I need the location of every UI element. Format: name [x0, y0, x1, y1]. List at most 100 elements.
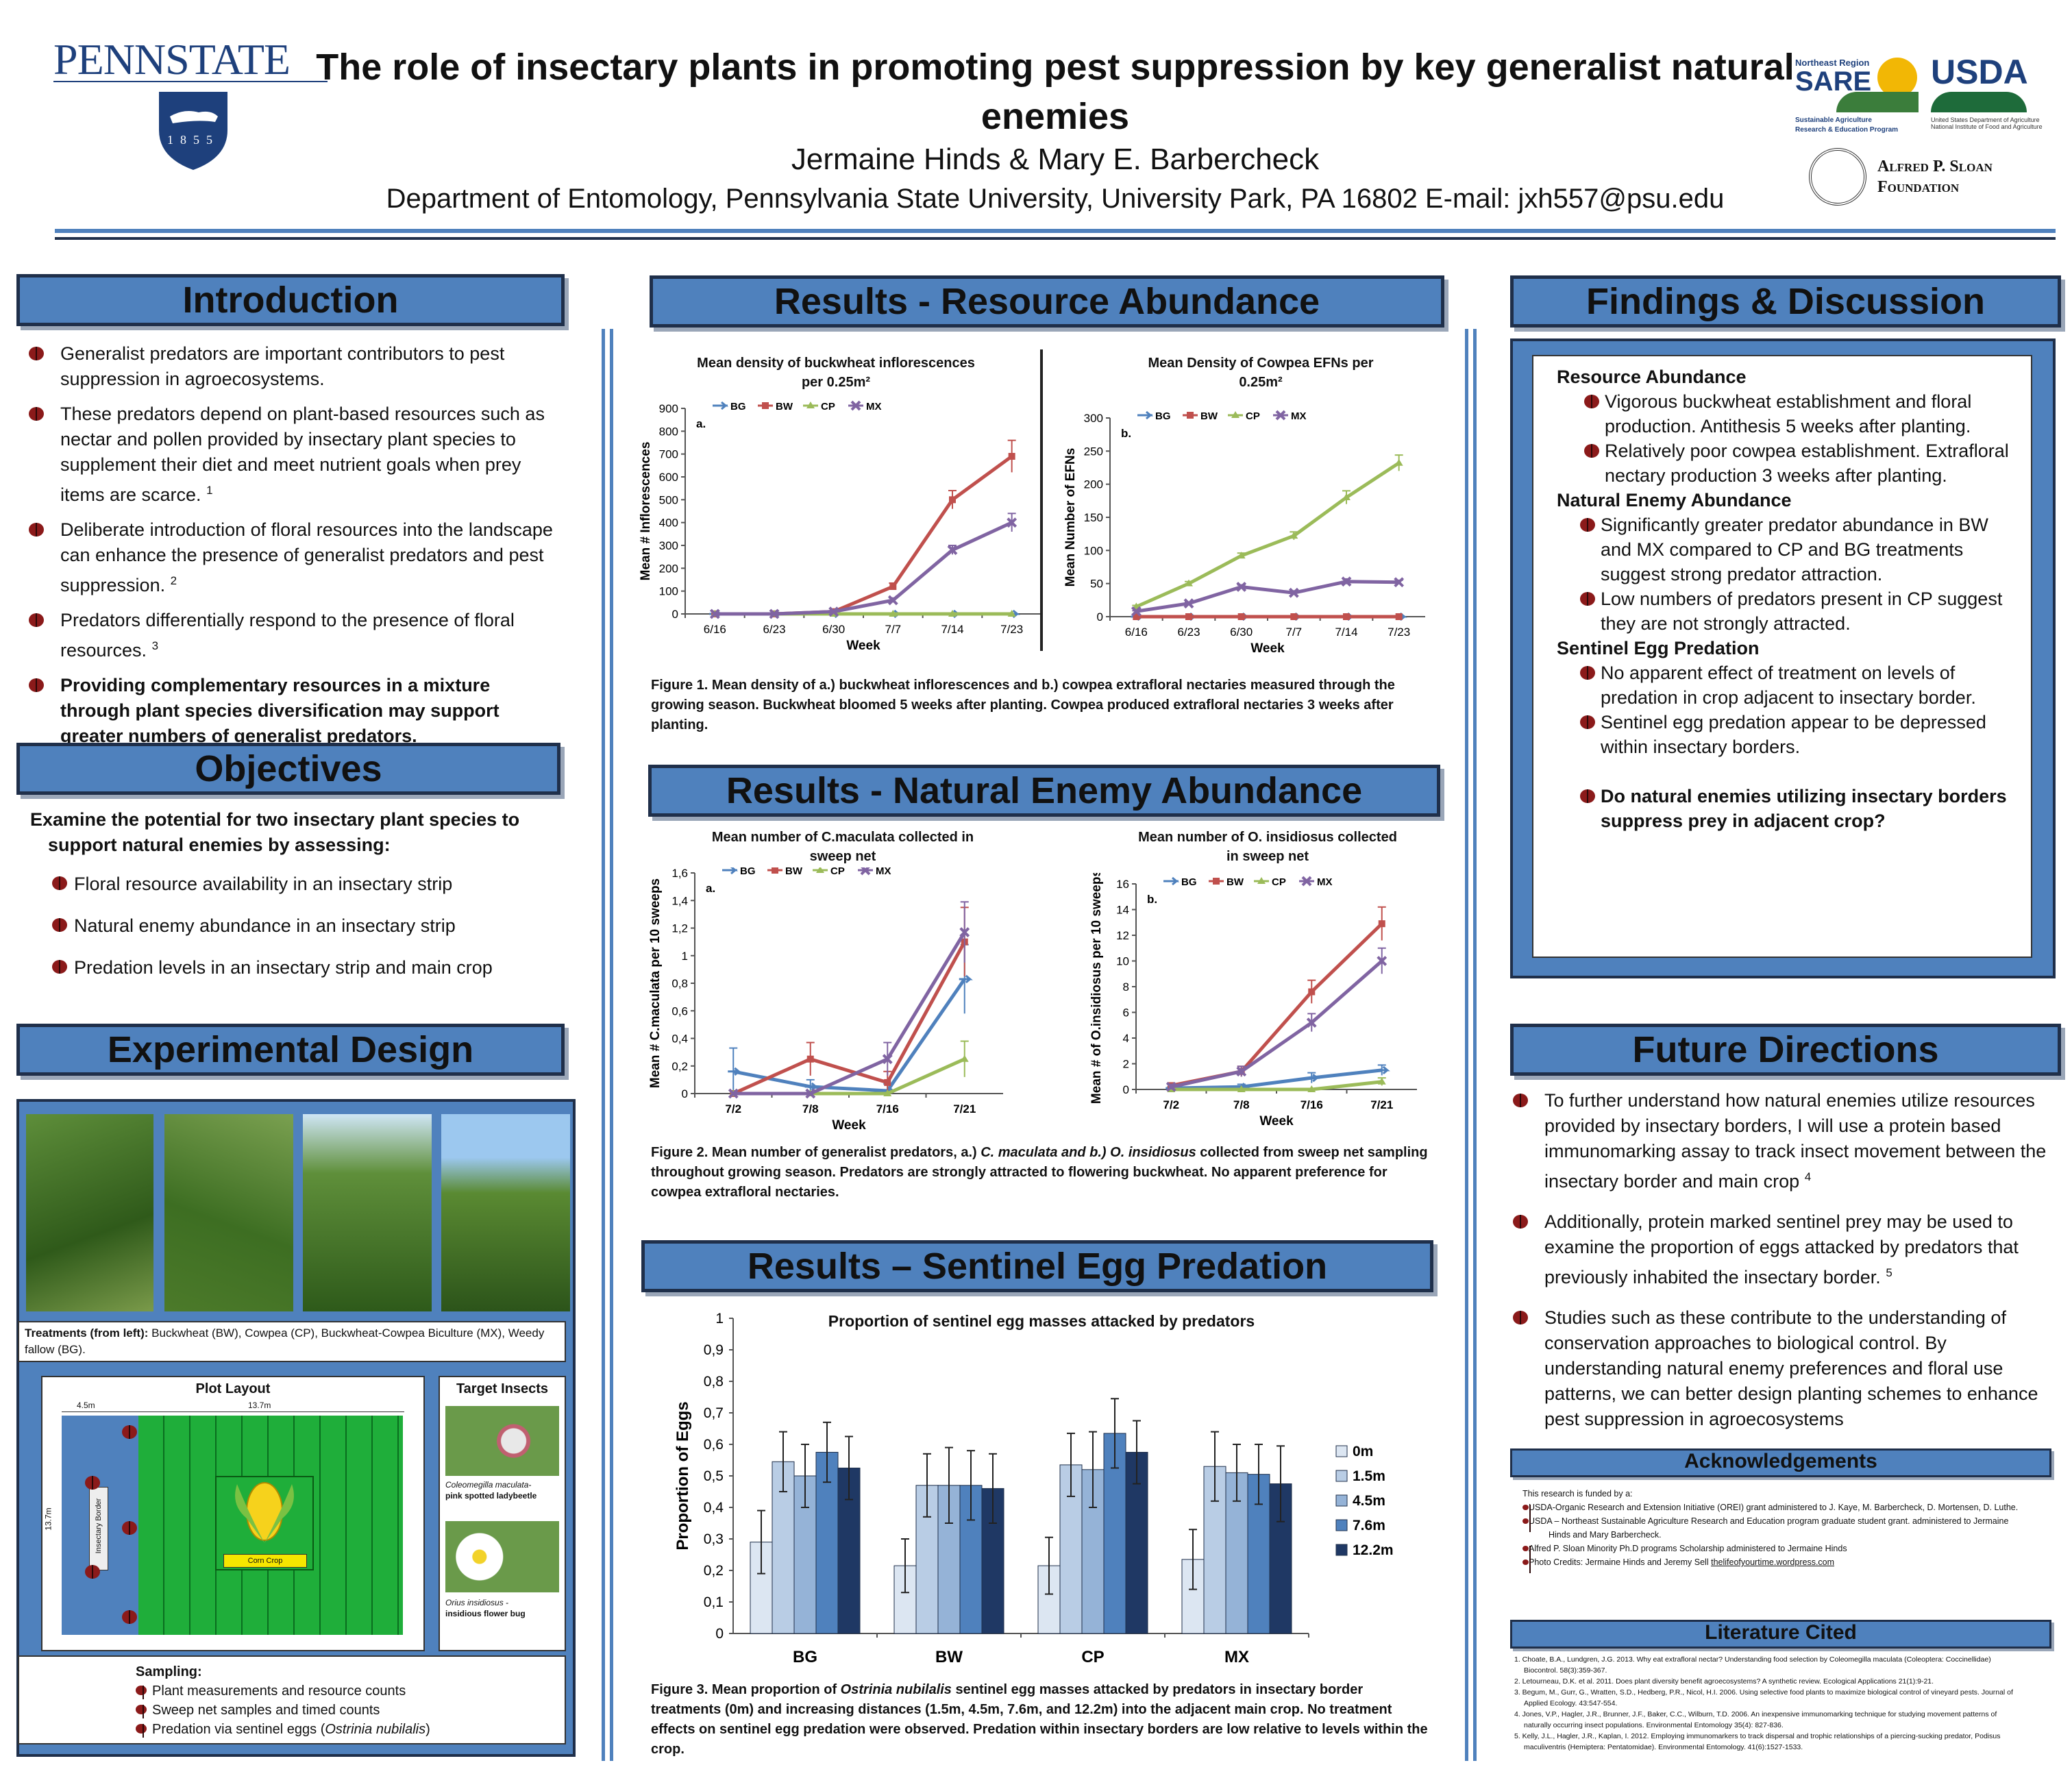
legend-swatch — [1335, 1445, 1348, 1457]
treatments-box: Treatments (from left): Buckwheat (BW), … — [18, 1321, 566, 1362]
legend-label: BW — [785, 867, 803, 877]
figure2-caption: Figure 2. Mean number of generalist pred… — [651, 1145, 1428, 1200]
ladybug-icon — [29, 523, 44, 536]
ladybug-icon — [1513, 1094, 1528, 1107]
y-tick-label: 1 — [682, 950, 688, 963]
y-tick-label: 800 — [659, 425, 678, 438]
figure3-caption: Figure 3. Mean proportion of Ostrinia nu… — [651, 1682, 1428, 1757]
ladybug-icon — [1580, 666, 1595, 680]
sampling-item-2: Sweep net samples and timed counts — [136, 1701, 565, 1720]
y-tick-label: 0 — [1123, 1083, 1129, 1096]
photo-orius — [445, 1521, 559, 1592]
bar-bw-7-6m — [959, 1485, 983, 1634]
y-tick-label: 16 — [1116, 878, 1129, 891]
marker-cp — [1377, 1077, 1386, 1085]
photo-credit-link[interactable]: thelifeofyourtime.wordpress.com — [1711, 1557, 1835, 1567]
sare-logo: Northeast Region SARE Sustainable Agricu… — [1795, 58, 1919, 140]
marker-bw — [1343, 613, 1350, 620]
intro-bullet-2: These predators depend on plant-based re… — [19, 402, 560, 508]
findings-panel: Resource Abundance Vigorous buckwheat es… — [1510, 338, 2056, 978]
series-line-mx — [1170, 959, 1383, 1089]
pennstate-logo: PENNSTATE 1855 — [53, 34, 328, 178]
marker-mx — [1275, 410, 1286, 421]
legend-label: 12.2m — [1353, 1542, 1394, 1558]
corn-icon: Corn Crop — [215, 1476, 314, 1570]
findings-egg-heading: Sentinel Egg Predation — [1557, 638, 1760, 658]
ladybug-icon — [29, 613, 44, 627]
fig1a-title: Mean density of buckwheat inflorescences… — [697, 356, 975, 390]
marker-bw — [772, 867, 778, 874]
finding-6: Sentinel egg predation appear to be depr… — [1557, 710, 2017, 759]
future-item-3: Studies such as these contribute to the … — [1503, 1305, 2051, 1432]
x-tick-label: 6/23 — [1177, 626, 1200, 639]
y-tick-label: 300 — [1084, 412, 1103, 425]
marker-bg — [1306, 1073, 1320, 1083]
marker-mx — [1301, 876, 1312, 887]
marker-cp — [1237, 1085, 1246, 1092]
ladybug-icon — [52, 960, 67, 974]
y-tick-label: 2 — [1123, 1058, 1129, 1071]
results-enemy-heading: Results - Natural Enemy Abundance — [648, 765, 1440, 817]
photo-buckwheat — [26, 1114, 153, 1311]
ladybug-icon — [1513, 1311, 1528, 1324]
panel-label: b. — [1121, 427, 1131, 440]
y-tick-label: 12 — [1116, 929, 1129, 942]
legend-label: CP — [1272, 876, 1286, 888]
y-axis-label: Mean # of O.insidiosus per 10 sweeps — [1089, 873, 1104, 1104]
sampling-item-3: Predation via sentinel eggs (Ostrinia nu… — [136, 1720, 565, 1739]
ladybug-icon — [136, 1724, 147, 1738]
legend-label: MX — [876, 867, 891, 877]
y-tick-label: 100 — [659, 585, 678, 598]
marker-bg — [1139, 410, 1154, 420]
sampling-title: Sampling: — [136, 1664, 202, 1679]
ladybug-icon — [1580, 592, 1595, 606]
findings-enemy-heading: Natural Enemy Abundance — [1557, 490, 1792, 510]
marker-cp — [889, 610, 898, 617]
ladybug-icon — [29, 347, 44, 360]
objective-1: Floral resource availability in an insec… — [52, 872, 452, 897]
legend-label: MX — [1317, 876, 1333, 888]
fig1b-chart: 0 50 100 150 200 250 300 6/16 6/23 6/30 7/7 7/14 7/2… — [1063, 410, 1425, 656]
y-axis-label: Mean # C.maculata per 10 sweeps — [648, 878, 663, 1088]
marker-cp — [1231, 411, 1240, 418]
sampling-item-1: Plant measurements and resource counts — [136, 1681, 565, 1701]
series-line-cp — [1171, 1080, 1383, 1092]
x-axis-label: Week — [846, 639, 880, 653]
x-axis-label: Week — [1250, 641, 1285, 656]
usda-hills-icon — [1931, 92, 2027, 112]
legend-swatch — [1335, 1544, 1348, 1556]
legend-swatch — [1335, 1494, 1348, 1507]
panel-label: a. — [706, 882, 715, 895]
introduction-list: Generalist predators are important contr… — [19, 341, 560, 758]
marker-cp — [1290, 532, 1298, 539]
y-tick-label: 0 — [682, 1087, 688, 1100]
ladybug-marker — [85, 1476, 100, 1490]
findings-question: Do natural enemies utilizing insectary b… — [1557, 784, 2017, 833]
findings-resource-heading: Resource Abundance — [1557, 367, 1747, 387]
marker-bw — [1290, 613, 1298, 620]
marker-bw — [1395, 613, 1403, 620]
finding-2: Relatively poor cowpea establishment. Ex… — [1557, 439, 2017, 488]
ladybug-icon — [1513, 1215, 1528, 1229]
x-tick-label: 7/21 — [1370, 1098, 1393, 1111]
fig2a-chart: 0 0,2 0,4 0,6 0,8 1 1,2 1,4 1,6 7/2 7/8 7/16 7/21 Wee… — [648, 867, 1003, 1133]
fig3-chart: 0 0,1 0,2 0,3 0,4 0,5 0,6 0,7 0,8 0,9 1 Proportion … — [674, 1311, 1394, 1666]
marker-mx — [1377, 956, 1388, 966]
series-line-mx — [1135, 580, 1399, 613]
y-tick-label: 1 — [715, 1311, 724, 1327]
column-divider-left — [602, 329, 605, 1761]
x-tick-label: 7/23 — [1000, 623, 1023, 636]
bar-bg-4-5m — [793, 1475, 817, 1634]
logo-year: 1855 — [167, 133, 219, 147]
x-tick-label: 6/16 — [1125, 626, 1148, 639]
photo-biculture — [303, 1114, 432, 1311]
photo-weedy-fallow — [441, 1114, 570, 1311]
legend-label: BG — [1181, 876, 1197, 888]
y-tick-label: 0 — [672, 608, 678, 621]
y-tick-label: 0,1 — [704, 1594, 724, 1610]
sloan-seal-icon — [1809, 148, 1866, 206]
legend-label: BG — [730, 401, 746, 412]
x-tick-label: 7/14 — [941, 623, 963, 636]
marker-cp — [1257, 877, 1266, 884]
legend-label: 0m — [1353, 1444, 1373, 1459]
